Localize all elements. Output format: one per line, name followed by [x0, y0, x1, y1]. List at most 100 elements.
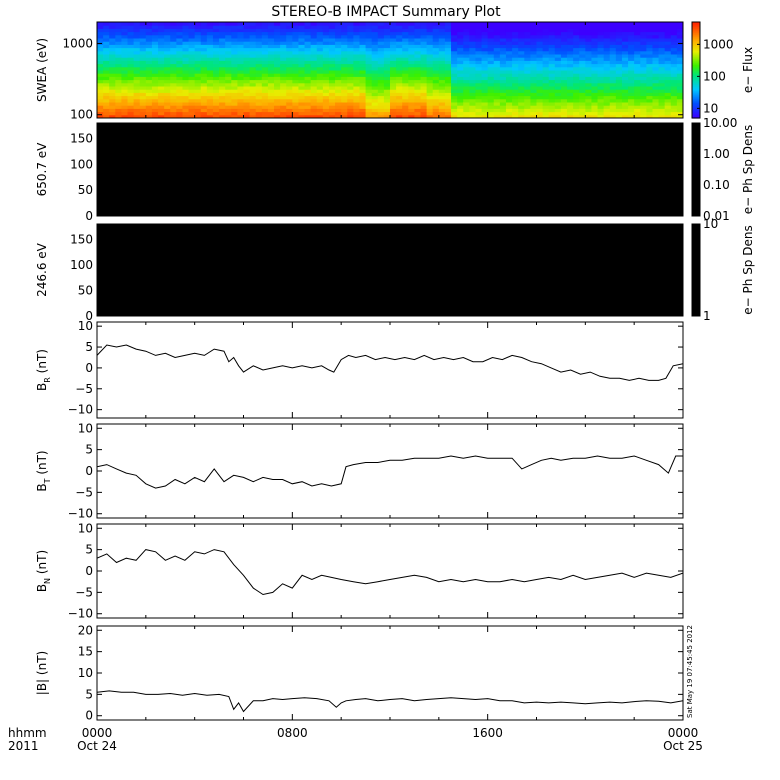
spectrogram-cell	[286, 114, 293, 118]
spectrogram-cell	[420, 98, 428, 103]
spectrogram-cell	[383, 82, 391, 87]
spectrogram-cell	[151, 105, 159, 109]
spectrogram-cell	[438, 47, 446, 52]
spectrogram-cell	[133, 41, 141, 45]
spectrogram-cell	[463, 66, 470, 71]
spectrogram-cell	[109, 47, 116, 52]
spectrogram-cell	[359, 114, 367, 118]
spectrogram-cell	[151, 47, 159, 52]
spectrogram-cell	[139, 66, 147, 71]
spectrogram-cell	[658, 31, 666, 36]
spectrogram-cell	[231, 102, 238, 106]
colorbar-label: e− Ph Sp Dens	[741, 225, 755, 314]
spectrogram-cell	[676, 54, 683, 58]
spectrogram-cell	[158, 34, 165, 39]
spectrogram-cell	[615, 82, 623, 87]
spectrogram-cell	[505, 82, 513, 87]
spectrogram-cell	[298, 28, 306, 33]
spectrogram-cell	[176, 86, 183, 90]
spectrogram-cell	[676, 22, 683, 26]
spectrogram-cell	[499, 50, 507, 55]
spectrogram-cell	[347, 28, 354, 33]
spectrogram-cell	[530, 31, 537, 36]
spectrogram-cell	[225, 66, 232, 71]
spectrogram-cell	[206, 50, 214, 55]
spectrogram-cell	[499, 66, 507, 71]
spectrogram-cell	[469, 111, 476, 116]
spectrogram-cell	[292, 108, 299, 113]
spectrogram-cell	[267, 38, 275, 42]
spectrogram-cell	[353, 73, 360, 77]
spectrogram-cell	[255, 114, 263, 118]
spectrogram-cell	[151, 66, 159, 71]
spectrogram-cell	[255, 54, 263, 58]
spectrogram-cell	[597, 79, 605, 84]
spectrogram-cell	[237, 54, 244, 58]
spectrogram-cell	[615, 50, 623, 55]
spectrogram-cell	[206, 114, 214, 118]
spectrogram-cell	[200, 31, 208, 36]
spectrogram-cell	[621, 73, 629, 77]
y-tick-label: 10	[78, 421, 93, 435]
spectrogram-cell	[652, 70, 660, 74]
spectrogram-cell	[322, 92, 330, 97]
spectrogram-cell	[316, 95, 324, 100]
spectrogram-cell	[261, 105, 269, 109]
spectrogram-cell	[158, 76, 165, 81]
spectrogram-cell	[451, 105, 458, 109]
spectrogram-cell	[609, 63, 617, 68]
spectrogram-cell	[139, 79, 147, 84]
spectrogram-cell	[103, 28, 110, 33]
spectrogram-cell	[280, 70, 287, 74]
spectrogram-cell	[536, 25, 544, 29]
spectrogram-cell	[396, 28, 403, 33]
spectrogram-cell	[664, 31, 672, 36]
spectrogram-cell	[402, 73, 409, 77]
spectrogram-cell	[414, 28, 422, 33]
spectrogram-cell	[170, 76, 177, 81]
spectrogram-cell	[219, 102, 226, 106]
spectrogram-cell	[597, 102, 605, 106]
spectrogram-cell	[591, 57, 599, 61]
spectrogram-cell	[585, 60, 592, 65]
spectrogram-cell	[377, 34, 385, 39]
spectrogram-cell	[420, 57, 428, 61]
spectrogram-cell	[585, 44, 592, 49]
spectrogram-cell	[481, 70, 489, 74]
spectrogram-cell	[573, 73, 580, 77]
spectrogram-cell	[261, 44, 269, 49]
spectrogram-cell	[377, 105, 385, 109]
spectrogram-cell	[408, 102, 415, 106]
spectrogram-cell	[286, 70, 293, 74]
spectrogram-cell	[255, 22, 263, 26]
spectrogram-cell	[200, 34, 208, 39]
spectrogram-cell	[628, 54, 635, 58]
spectrogram-cell	[640, 114, 647, 118]
spectrogram-cell	[658, 60, 666, 65]
colorbar-swatch	[692, 72, 700, 75]
spectrogram-cell	[194, 111, 202, 116]
spectrogram-cell	[524, 89, 531, 93]
spectrogram-cell	[597, 82, 605, 87]
spectrogram-cell	[390, 57, 397, 61]
spectrogram-cell	[475, 34, 483, 39]
spectrogram-cell	[237, 82, 244, 87]
spectrogram-cell	[536, 38, 544, 42]
spectrogram-cell	[481, 92, 489, 97]
x-tick-label: 0000	[668, 726, 699, 740]
spectrogram-cell	[451, 92, 458, 97]
spectrogram-cell	[280, 79, 287, 84]
spectrogram-cell	[567, 73, 574, 77]
spectrogram-cell	[127, 95, 135, 100]
spectrogram-cell	[469, 114, 476, 118]
spectrogram-cell	[676, 28, 683, 33]
spectrogram-cell	[554, 111, 562, 116]
spectrogram-cell	[206, 25, 214, 29]
spectrogram-cell	[206, 34, 214, 39]
colorbar-frame	[691, 21, 701, 119]
spectrogram-cell	[426, 22, 434, 26]
spectrogram-cell	[328, 38, 336, 42]
spectrogram-cell	[499, 57, 507, 61]
spectrogram-cell	[493, 73, 501, 77]
spectrogram-cell	[481, 73, 489, 77]
